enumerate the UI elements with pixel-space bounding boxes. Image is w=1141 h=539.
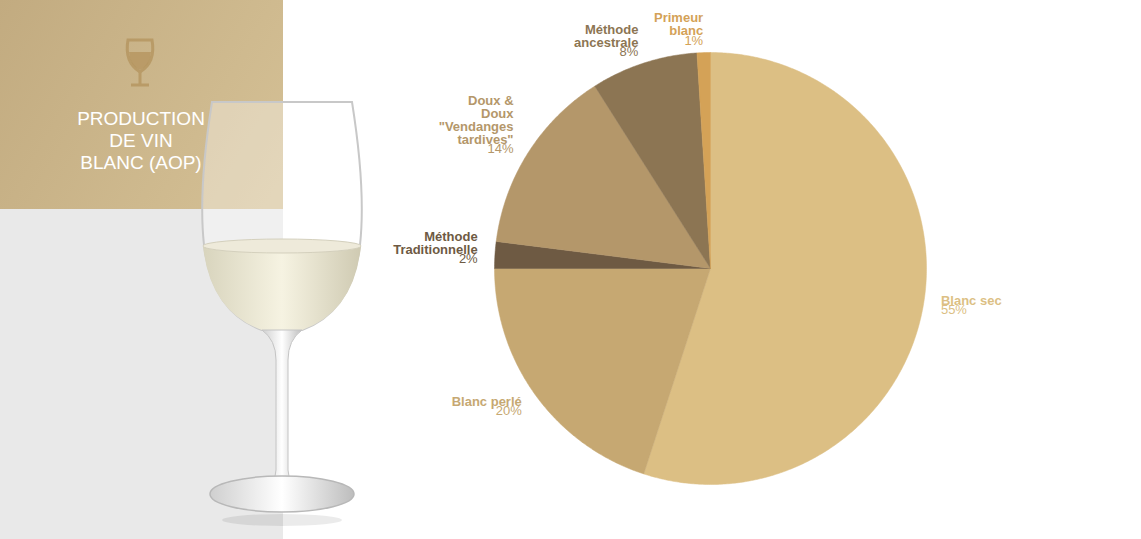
svg-text:14%: 14% [488, 141, 514, 156]
svg-text:20%: 20% [496, 403, 522, 418]
svg-text:55%: 55% [941, 302, 967, 317]
svg-text:2%: 2% [459, 251, 478, 266]
svg-text:8%: 8% [620, 44, 639, 59]
svg-text:1%: 1% [684, 33, 703, 48]
svg-text:Doux &Doux"Vendangestardives": Doux &Doux"Vendangestardives" [439, 93, 515, 147]
